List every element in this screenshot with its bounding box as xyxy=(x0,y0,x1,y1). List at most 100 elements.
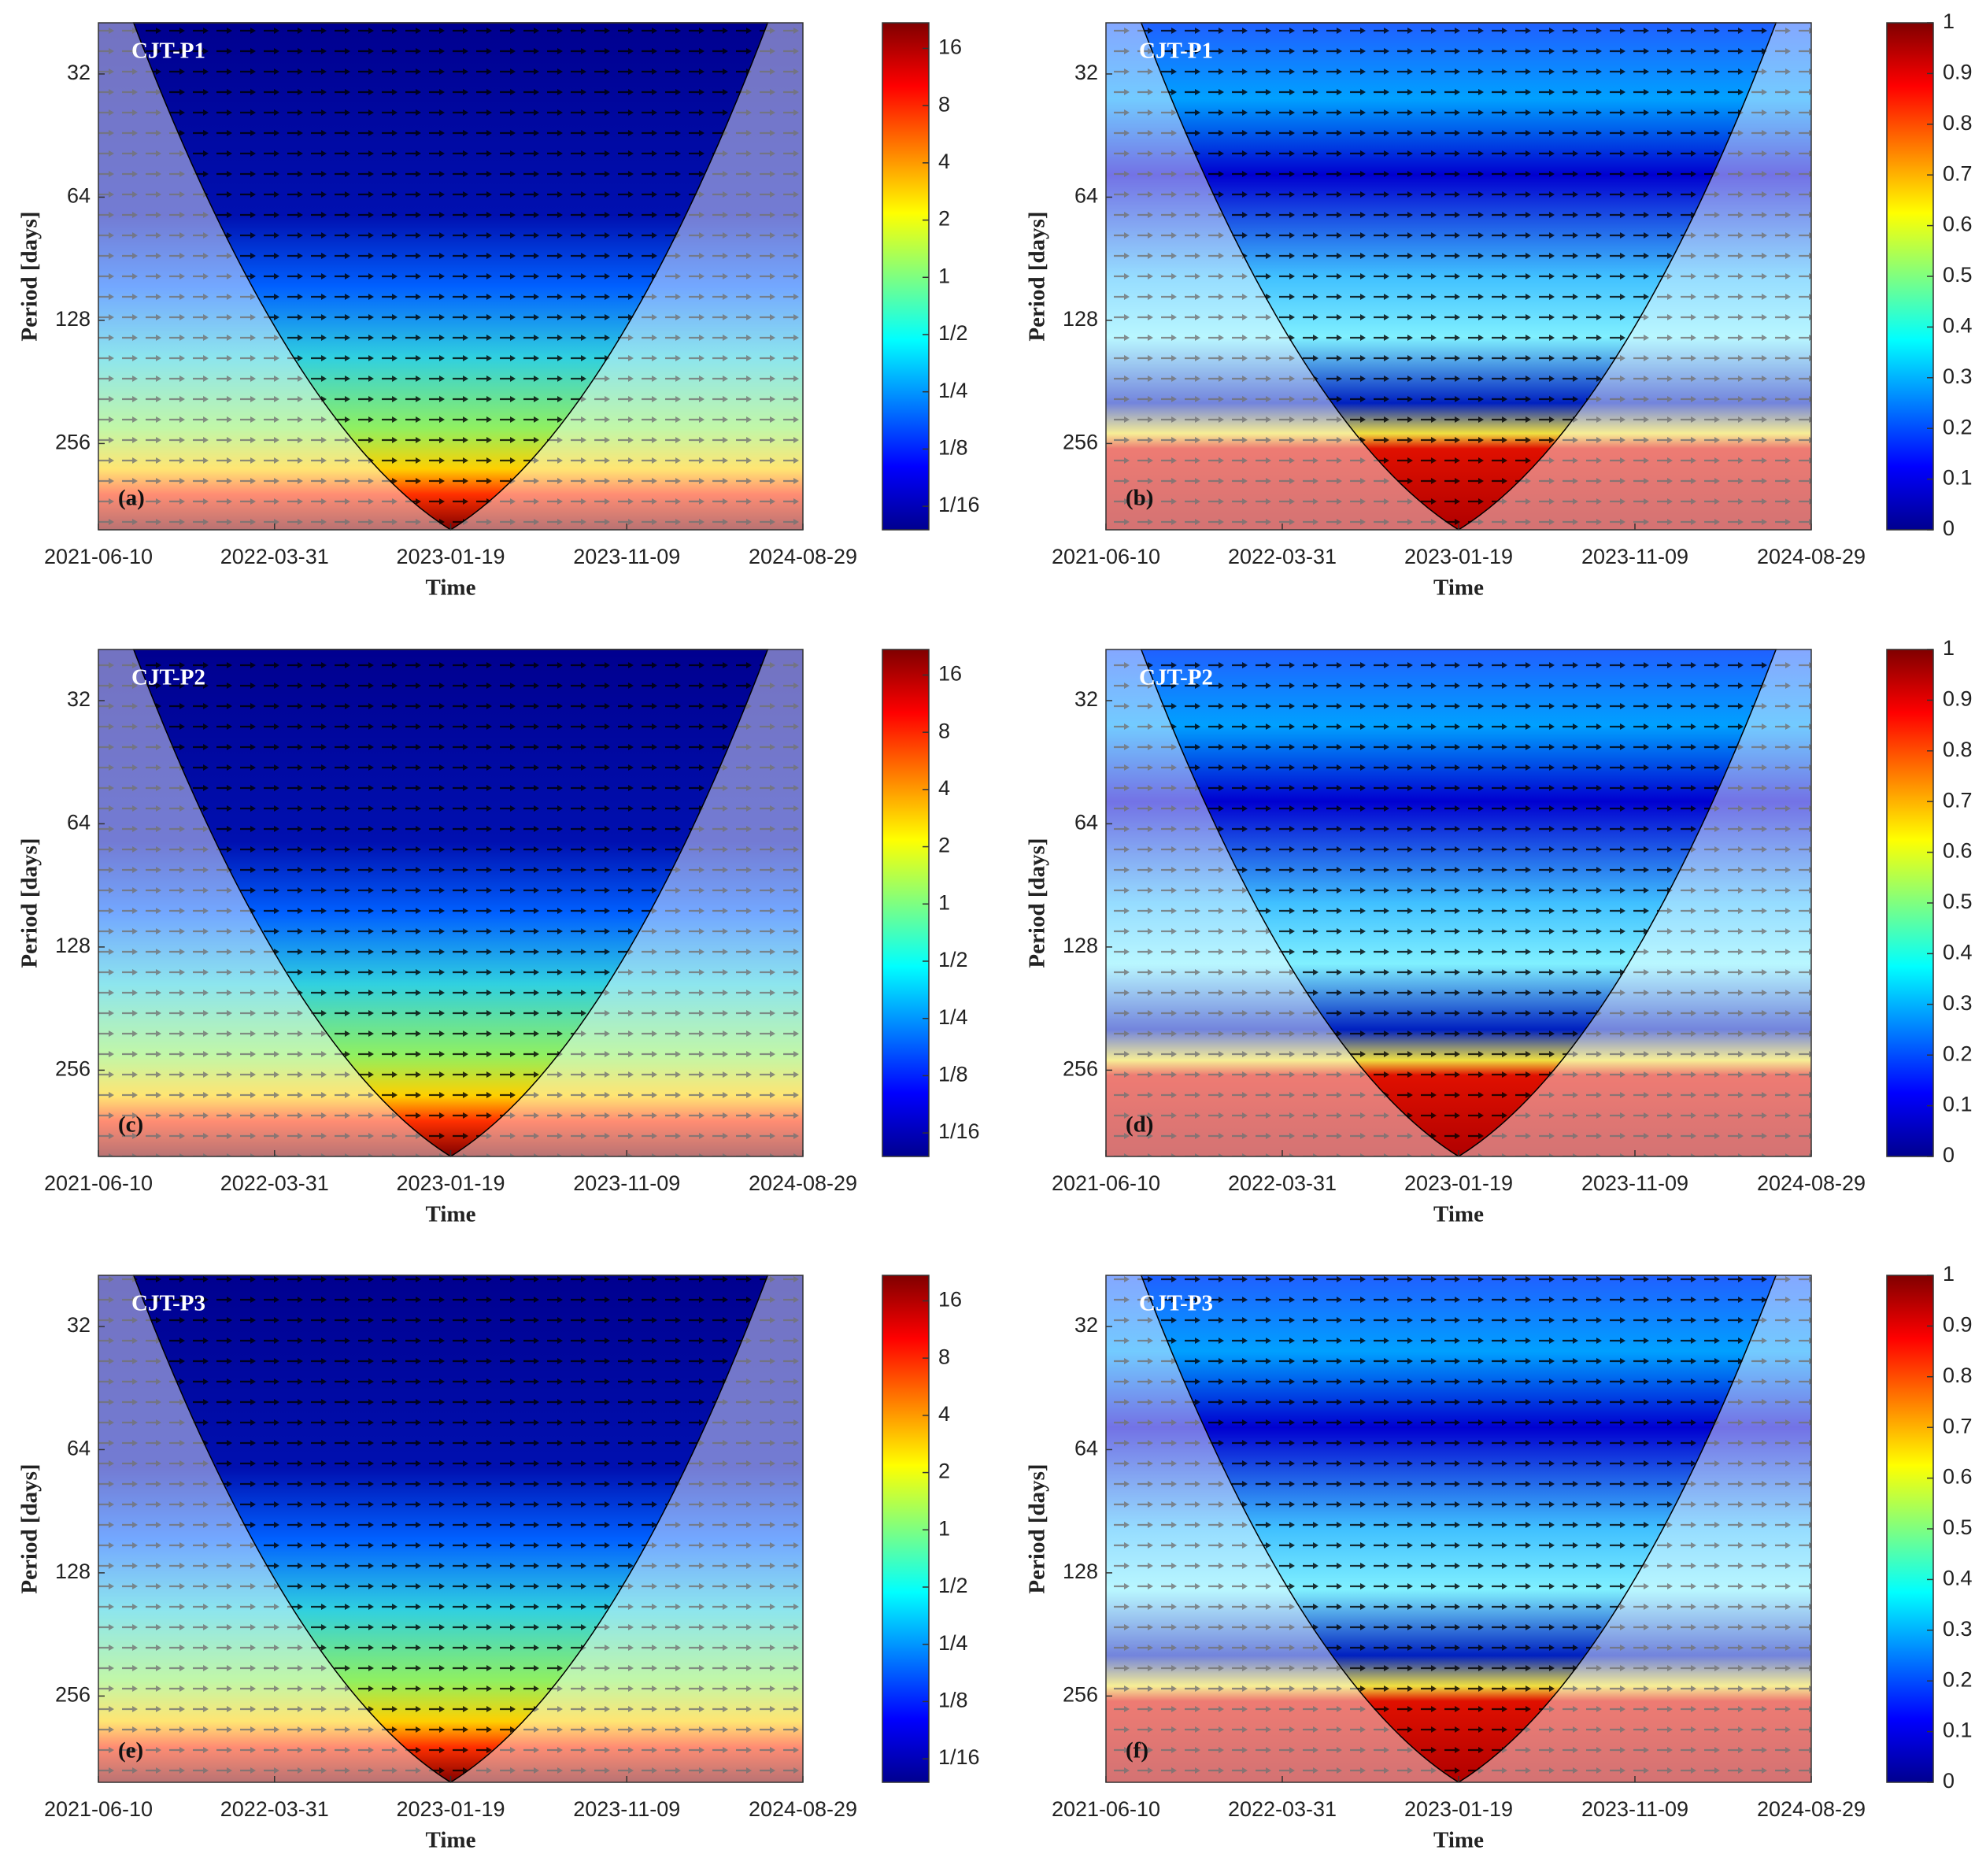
phase-arrows xyxy=(1106,23,1811,530)
x-axis-label: Time xyxy=(426,1202,476,1227)
colorbar-tick-label: 1/4 xyxy=(938,1631,968,1655)
x-axis-label: Time xyxy=(1433,1202,1484,1227)
colorbar-tick-label: 0.3 xyxy=(1943,1617,1973,1641)
x-tick-label: 2023-01-19 xyxy=(1404,545,1513,568)
x-tick-label: 2022-03-31 xyxy=(1228,545,1337,568)
x-axis-label: Time xyxy=(1433,1828,1484,1853)
x-axis-label: Time xyxy=(426,1828,476,1853)
cone-of-influence-shade xyxy=(1106,649,1811,1156)
colorbar-tick-label: 1 xyxy=(938,890,950,914)
x-tick-label: 2021-06-10 xyxy=(1052,545,1160,568)
y-tick-label: 64 xyxy=(67,184,91,208)
colorbar-tick-label: 1 xyxy=(938,1516,950,1540)
y-tick-label: 64 xyxy=(67,811,91,834)
colorbar-tick-label: 1/2 xyxy=(938,321,968,345)
y-tick-label: 256 xyxy=(55,1683,91,1707)
colorbar-tick-label: 0 xyxy=(1943,516,1955,540)
phase-arrows xyxy=(98,649,803,1156)
colorbar xyxy=(882,649,930,1157)
y-tick-label: 32 xyxy=(1074,687,1098,711)
panel-label: (c) xyxy=(118,1112,143,1138)
colorbar-tick-label: 0.4 xyxy=(1943,314,1973,338)
cone-of-influence-shade xyxy=(98,649,803,1156)
colorbar-tick-label: 8 xyxy=(938,1345,950,1368)
phase-arrows xyxy=(98,23,803,530)
phase-arrows xyxy=(1106,649,1811,1156)
y-axis-label: Period [days] xyxy=(1025,211,1050,341)
colorbar-tick-label: 0.9 xyxy=(1943,61,1973,84)
x-tick-label: 2023-01-19 xyxy=(1404,1797,1513,1821)
site-label: CJT-P1 xyxy=(1139,39,1213,64)
x-tick-label: 2022-03-31 xyxy=(1228,1797,1337,1821)
colorbar xyxy=(882,1275,930,1783)
x-tick-label: 2023-11-09 xyxy=(573,1797,680,1821)
site-label: CJT-P1 xyxy=(131,39,205,64)
colorbar-tick-label: 0.9 xyxy=(1943,687,1973,711)
x-tick-label: 2022-03-31 xyxy=(220,545,329,568)
colorbar-tick-label: 1 xyxy=(1943,1262,1955,1286)
colorbar-tick-label: 0.8 xyxy=(1943,738,1973,761)
y-tick-label: 32 xyxy=(67,687,91,711)
cone-of-influence-shade xyxy=(1106,23,1811,530)
y-tick-label: 64 xyxy=(1074,184,1098,208)
colorbar-tick-label: 1 xyxy=(1943,9,1955,33)
panel-label: (b) xyxy=(1126,486,1153,511)
panel-label: (a) xyxy=(118,486,145,511)
colorbar-tick-label: 0.2 xyxy=(1943,1042,1973,1065)
colorbar-tick-label: 0.9 xyxy=(1943,1313,1973,1337)
colorbar-tick-label: 1 xyxy=(938,264,950,287)
y-tick-label: 64 xyxy=(1074,1437,1098,1460)
x-tick-label: 2022-03-31 xyxy=(220,1171,329,1195)
y-tick-label: 256 xyxy=(1063,1057,1098,1081)
colorbar-tick-label: 1/16 xyxy=(938,1119,980,1143)
y-tick-label: 32 xyxy=(1074,1313,1098,1337)
colorbar-tick-label: 2 xyxy=(938,207,950,231)
colorbar-tick-label: 0.6 xyxy=(1943,213,1973,236)
x-tick-label: 2021-06-10 xyxy=(44,1171,153,1195)
x-tick-label: 2023-11-09 xyxy=(1581,1797,1688,1821)
colorbar-tick-label: 0 xyxy=(1943,1143,1955,1167)
cone-of-influence-shade xyxy=(1106,1275,1811,1782)
colorbar-tick-label: 0.4 xyxy=(1943,941,1973,964)
colorbar-tick-label: 8 xyxy=(938,92,950,116)
phase-arrows xyxy=(1106,1275,1811,1782)
y-tick-label: 256 xyxy=(1063,431,1098,454)
colorbar-tick-label: 1/2 xyxy=(938,1574,968,1597)
colorbar-tick-label: 0 xyxy=(1943,1769,1955,1793)
colorbar-tick-label: 1/8 xyxy=(938,436,968,460)
y-tick-label: 64 xyxy=(1074,811,1098,834)
colorbar-tick-label: 1/16 xyxy=(938,493,980,516)
x-tick-label: 2023-11-09 xyxy=(573,545,680,568)
colorbar-tick-label: 0.7 xyxy=(1943,1414,1973,1438)
colorbar xyxy=(882,22,930,531)
x-tick-label: 2023-01-19 xyxy=(396,1797,505,1821)
y-tick-label: 128 xyxy=(1063,934,1098,957)
y-axis-label: Period [days] xyxy=(17,211,43,341)
x-tick-label: 2024-08-29 xyxy=(1757,1797,1866,1821)
colorbar-tick-label: 0.5 xyxy=(1943,263,1973,287)
colorbar-tick-label: 0.1 xyxy=(1943,1093,1973,1116)
site-label: CJT-P3 xyxy=(131,1291,205,1316)
colorbar-tick-label: 0.3 xyxy=(1943,991,1973,1015)
x-tick-label: 2023-11-09 xyxy=(573,1171,680,1195)
colorbar-tick-label: 0.8 xyxy=(1943,111,1973,135)
panel-label: (d) xyxy=(1126,1112,1153,1138)
colorbar-tick-label: 2 xyxy=(938,834,950,857)
colorbar-tick-label: 8 xyxy=(938,719,950,742)
y-axis-label: Period [days] xyxy=(17,838,43,968)
colorbar-tick-label: 1 xyxy=(1943,636,1955,660)
x-tick-label: 2022-03-31 xyxy=(220,1797,329,1821)
colorbar xyxy=(1886,649,1934,1157)
colorbar-tick-label: 1/4 xyxy=(938,1005,968,1029)
x-tick-label: 2023-01-19 xyxy=(1404,1171,1513,1195)
x-tick-label: 2023-01-19 xyxy=(396,545,505,568)
site-label: CJT-P2 xyxy=(1139,665,1213,690)
colorbar xyxy=(1886,22,1934,531)
colorbar-tick-label: 1/8 xyxy=(938,1689,968,1712)
x-tick-label: 2024-08-29 xyxy=(749,1171,857,1195)
colorbar-tick-label: 0.2 xyxy=(1943,1667,1973,1691)
